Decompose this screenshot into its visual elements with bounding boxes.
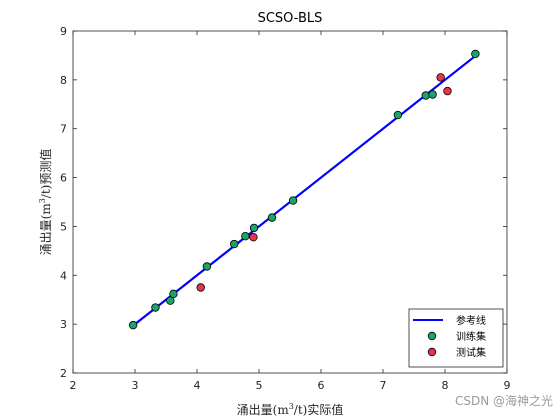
points-layer — [128, 49, 480, 330]
y-axis-label-tail: /t)预测值 — [38, 149, 53, 199]
test-point — [443, 86, 452, 96]
watermark: CSDN @海神之光 — [455, 393, 553, 408]
x-tick-label: 5 — [256, 379, 263, 392]
x-tick-label: 8 — [442, 379, 449, 392]
test-point — [249, 232, 258, 242]
y-tick-label: 9 — [60, 25, 67, 38]
y-tick-label: 3 — [60, 318, 67, 331]
chart-title: SCSO-BLS — [258, 11, 323, 26]
y-axis-label-main: 涌出量(m — [39, 203, 53, 256]
train-point — [202, 262, 212, 271]
train-point — [166, 296, 175, 305]
test-point — [436, 73, 445, 82]
y-axis-label: 涌出量(m3/t)预测值 — [38, 149, 53, 256]
legend: 参考线 训练集 测试集 — [408, 308, 504, 368]
x-axis-label: 涌出量(m3/t)实际值 — [237, 402, 344, 417]
y-tick-label: 2 — [60, 367, 67, 380]
train-point — [229, 239, 239, 249]
legend-reference-label: 参考线 — [456, 314, 486, 327]
train-point — [471, 49, 480, 59]
legend-test-label: 测试集 — [456, 346, 486, 359]
train-point — [241, 231, 250, 241]
y-tick-label: 6 — [60, 172, 67, 185]
train-point — [169, 289, 178, 299]
y-axis-label-sup: 3 — [38, 198, 47, 203]
tick-layer: 2 3 4 5 6 7 8 9 2 3 4 5 6 7 8 9 — [60, 25, 511, 392]
train-point — [151, 303, 160, 312]
train-point — [288, 196, 298, 205]
x-tick-label: 7 — [380, 379, 387, 392]
train-point — [267, 213, 277, 222]
reference-line-layer — [132, 54, 477, 327]
train-point — [128, 320, 138, 330]
train-point — [428, 90, 437, 99]
train-point — [249, 223, 259, 233]
train-point — [421, 91, 430, 100]
x-tick-label: 6 — [318, 379, 325, 392]
train-point — [393, 110, 403, 120]
y-tick-label: 4 — [60, 269, 67, 282]
x-tick-label: 3 — [132, 379, 139, 392]
reference-line — [132, 54, 477, 327]
legend-train-label: 训练集 — [456, 330, 486, 343]
x-axis-label-tail: /t)实际值 — [294, 402, 344, 417]
x-axis-label-main: 涌出量(m — [237, 403, 290, 417]
y-tick-label: 8 — [60, 74, 67, 87]
x-tick-label: 9 — [504, 379, 511, 392]
y-tick-label: 5 — [60, 220, 67, 233]
x-axis-label-sup: 3 — [289, 402, 294, 411]
test-point — [196, 283, 205, 292]
legend-train-marker — [427, 331, 437, 341]
y-tick-label: 7 — [60, 123, 67, 136]
legend-box — [408, 308, 504, 368]
x-tick-label: 4 — [194, 379, 201, 392]
x-tick-label: 2 — [70, 379, 77, 392]
legend-test-marker — [427, 347, 437, 357]
